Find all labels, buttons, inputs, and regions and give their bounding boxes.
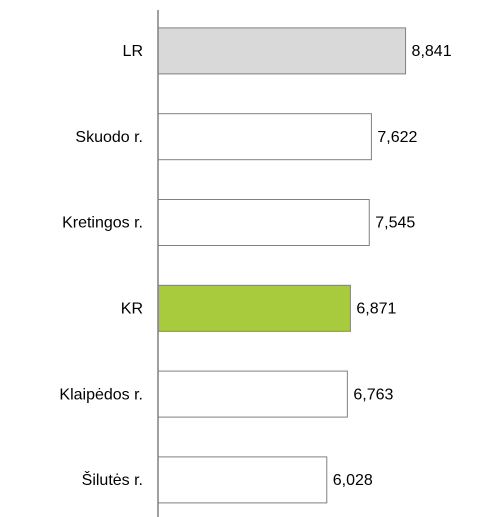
- bar: [157, 370, 348, 418]
- bar: [157, 199, 370, 246]
- value-label: 6,871: [356, 301, 396, 318]
- value-label: 7,545: [375, 215, 415, 232]
- value-label: 6,028: [333, 472, 373, 489]
- value-label: 6,763: [353, 386, 393, 403]
- value-label: 8,841: [412, 43, 452, 60]
- category-label: Šilutės r.: [82, 470, 143, 489]
- bar: [157, 456, 328, 504]
- bar: [157, 284, 351, 332]
- category-label: LR: [123, 43, 143, 60]
- value-label: 7,622: [377, 129, 417, 146]
- category-label: KR: [121, 301, 143, 318]
- category-label: Skuodo r.: [75, 129, 143, 146]
- bar: [157, 113, 372, 161]
- category-label: Klaipėdos r.: [59, 386, 143, 403]
- category-label: Kretingos r.: [62, 215, 143, 232]
- bar: [157, 27, 407, 75]
